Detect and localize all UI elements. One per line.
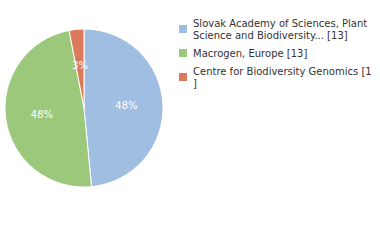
svg-text:Science and Biodiversity... [1: Science and Biodiversity... [13] <box>193 30 348 41</box>
svg-text:Centre for Biodiversity Genomi: Centre for Biodiversity Genomics [1 <box>193 66 372 77</box>
svg-text:Slovak Academy of Sciences, Pl: Slovak Academy of Sciences, Plant <box>193 18 370 29</box>
svg-text:48%: 48% <box>115 100 137 111</box>
svg-text:Macrogen, Europe [13]: Macrogen, Europe [13] <box>193 48 307 59</box>
svg-text:48%: 48% <box>31 109 53 120</box>
svg-text:3%: 3% <box>72 60 88 71</box>
svg-text:]: ] <box>193 78 197 89</box>
